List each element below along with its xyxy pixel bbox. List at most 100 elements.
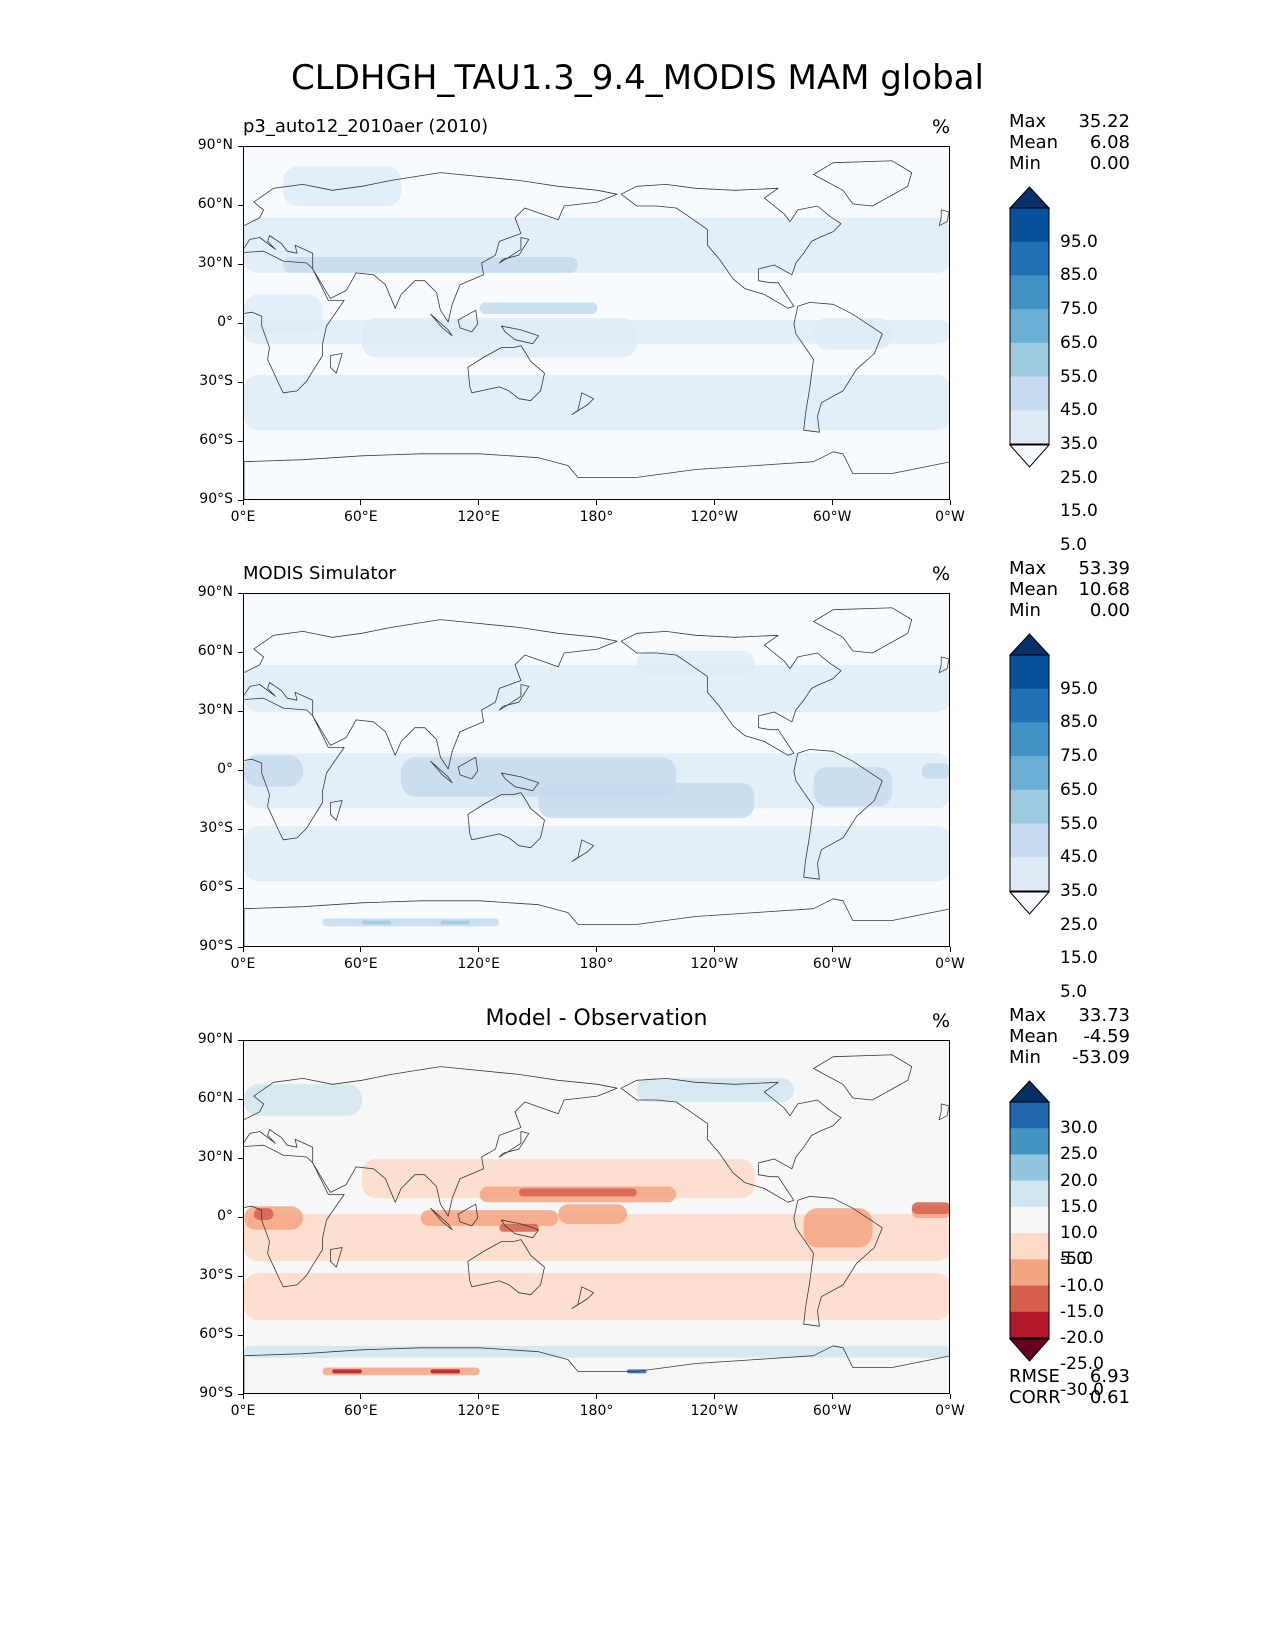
colorbar-tick-label: 25.0 bbox=[1060, 914, 1098, 935]
y-tick-mark bbox=[238, 710, 243, 712]
colorbar-tick-label: 15.0 bbox=[1060, 501, 1098, 522]
field-region bbox=[244, 1214, 949, 1262]
panel-units: % bbox=[932, 1010, 951, 1032]
field-region bbox=[361, 318, 637, 358]
x-tick-mark bbox=[713, 500, 715, 505]
colorbar-band bbox=[1010, 1285, 1049, 1313]
main-title: CLDHGH_TAU1.3_9.4_MODIS MAM global bbox=[291, 58, 984, 98]
panel-subtitle: MODIS Simulator bbox=[243, 563, 396, 584]
colorbar-band bbox=[1010, 756, 1049, 791]
colorbar-tick-label: 15.0 bbox=[1060, 1196, 1098, 1217]
colorbar-tick-label: 25.0 bbox=[1060, 467, 1098, 488]
field-region bbox=[244, 1273, 949, 1321]
y-tick-label: 90°S bbox=[199, 1385, 233, 1401]
colorbar-ref bbox=[1009, 633, 1050, 915]
field-region bbox=[361, 920, 392, 925]
x-tick-label: 120°E bbox=[457, 509, 500, 525]
y-tick-mark bbox=[238, 1393, 243, 1395]
field-region bbox=[636, 1078, 794, 1102]
x-tick-label: 0°E bbox=[230, 509, 256, 525]
x-tick-label: 60°E bbox=[343, 509, 378, 525]
colorbar-frame bbox=[1009, 207, 1050, 445]
colorbar-band bbox=[1010, 1311, 1049, 1339]
colorbar-tick-label: -30.0 bbox=[1060, 1380, 1104, 1401]
field-region bbox=[332, 1369, 362, 1374]
y-tick-label: 60°N bbox=[197, 643, 233, 659]
field-region bbox=[283, 166, 402, 206]
field-region bbox=[283, 257, 578, 273]
colorbar-band bbox=[1010, 410, 1049, 445]
colorbar-band bbox=[1010, 789, 1049, 825]
y-tick-label: 90°N bbox=[197, 137, 233, 153]
colorbar-extend-bottom bbox=[1009, 1338, 1050, 1362]
x-tick-label: 60°W bbox=[812, 1403, 852, 1419]
y-tick-mark bbox=[238, 592, 243, 594]
y-tick-label: 90°N bbox=[197, 1031, 233, 1047]
colorbar-band bbox=[1010, 1206, 1049, 1234]
x-tick-mark bbox=[478, 500, 480, 505]
y-tick-mark bbox=[238, 651, 243, 653]
colorbar-tick-label: 75.0 bbox=[1060, 299, 1098, 320]
colorbar-tick-label: 45.0 bbox=[1060, 847, 1098, 868]
x-tick-mark bbox=[596, 947, 597, 952]
colorbar-tick-label: -25.0 bbox=[1060, 1354, 1104, 1375]
y-tick-mark bbox=[238, 1098, 243, 1100]
field-region bbox=[636, 651, 755, 675]
colorbar-tick-label: 65.0 bbox=[1060, 779, 1098, 800]
stat-label-corr: CORR bbox=[1009, 1387, 1061, 1408]
stat-value-mean: 6.08 bbox=[1089, 132, 1130, 153]
field-region bbox=[253, 1208, 274, 1220]
colorbar-extend-top bbox=[1009, 1080, 1050, 1103]
x-tick-mark bbox=[713, 1394, 715, 1399]
colorbar-tick-label: -10.0 bbox=[1060, 1275, 1104, 1296]
colorbar-test bbox=[1009, 186, 1050, 468]
y-tick-mark bbox=[238, 381, 243, 383]
stat-value-mean: -4.59 bbox=[1083, 1026, 1130, 1047]
x-tick-label: 0°W bbox=[935, 509, 965, 525]
colorbar-tick-label: 55.0 bbox=[1060, 813, 1098, 834]
x-tick-mark bbox=[831, 1394, 833, 1399]
colorbar-tick-label: 5.0 bbox=[1060, 535, 1088, 556]
x-tick-mark bbox=[478, 1394, 480, 1399]
x-tick-label: 120°W bbox=[690, 956, 739, 972]
colorbar-band bbox=[1010, 688, 1049, 723]
colorbar-tick-label: 25.0 bbox=[1060, 1144, 1098, 1165]
colorbar-extend-top bbox=[1009, 633, 1050, 656]
colorbar-tick-label: 55.0 bbox=[1060, 366, 1098, 387]
y-tick-label: 0° bbox=[217, 1208, 233, 1224]
stat-label-min: Min bbox=[1009, 153, 1041, 174]
x-tick-mark bbox=[713, 947, 715, 952]
colorbar-tick-label: 35.0 bbox=[1060, 881, 1098, 901]
colorbar-tick-label: 45.0 bbox=[1060, 400, 1098, 421]
x-tick-label: 120°W bbox=[690, 509, 739, 525]
panel-title: Model - Observation bbox=[485, 1006, 708, 1031]
colorbar-tick-label: -5.0 bbox=[1060, 1249, 1094, 1270]
stat-label-min: Min bbox=[1009, 1047, 1041, 1068]
colorbar-diff bbox=[1009, 1080, 1050, 1362]
field-region bbox=[499, 1223, 539, 1232]
x-tick-mark bbox=[831, 947, 833, 952]
x-tick-label: 180° bbox=[579, 509, 614, 525]
field-region bbox=[244, 664, 949, 712]
stat-value-mean: 10.68 bbox=[1078, 579, 1130, 600]
field-region bbox=[538, 782, 755, 819]
colorbar-tick-label: 95.0 bbox=[1060, 678, 1098, 699]
y-tick-label: 60°S bbox=[199, 432, 233, 448]
x-tick-mark bbox=[242, 1394, 244, 1399]
x-tick-mark bbox=[949, 500, 951, 505]
colorbar-tick-label: 5.0 bbox=[1060, 982, 1088, 1003]
colorbar-tick-label: 65.0 bbox=[1060, 332, 1098, 353]
stat-label-min: Min bbox=[1009, 600, 1041, 621]
colorbar-tick-label: -20.0 bbox=[1060, 1328, 1104, 1348]
y-tick-mark bbox=[238, 1334, 243, 1336]
y-tick-mark bbox=[238, 1157, 243, 1159]
x-tick-label: 180° bbox=[579, 956, 614, 972]
y-tick-mark bbox=[238, 440, 243, 442]
y-tick-mark bbox=[238, 769, 243, 771]
colorbar-band bbox=[1010, 241, 1049, 276]
field-region bbox=[518, 1188, 637, 1197]
stat-value-rmse: 6.93 bbox=[1089, 1366, 1130, 1387]
field-region bbox=[244, 755, 303, 787]
colorbar-tick-label: 5.0 bbox=[1060, 1249, 1088, 1270]
stat-value-min: -53.09 bbox=[1071, 1047, 1130, 1068]
